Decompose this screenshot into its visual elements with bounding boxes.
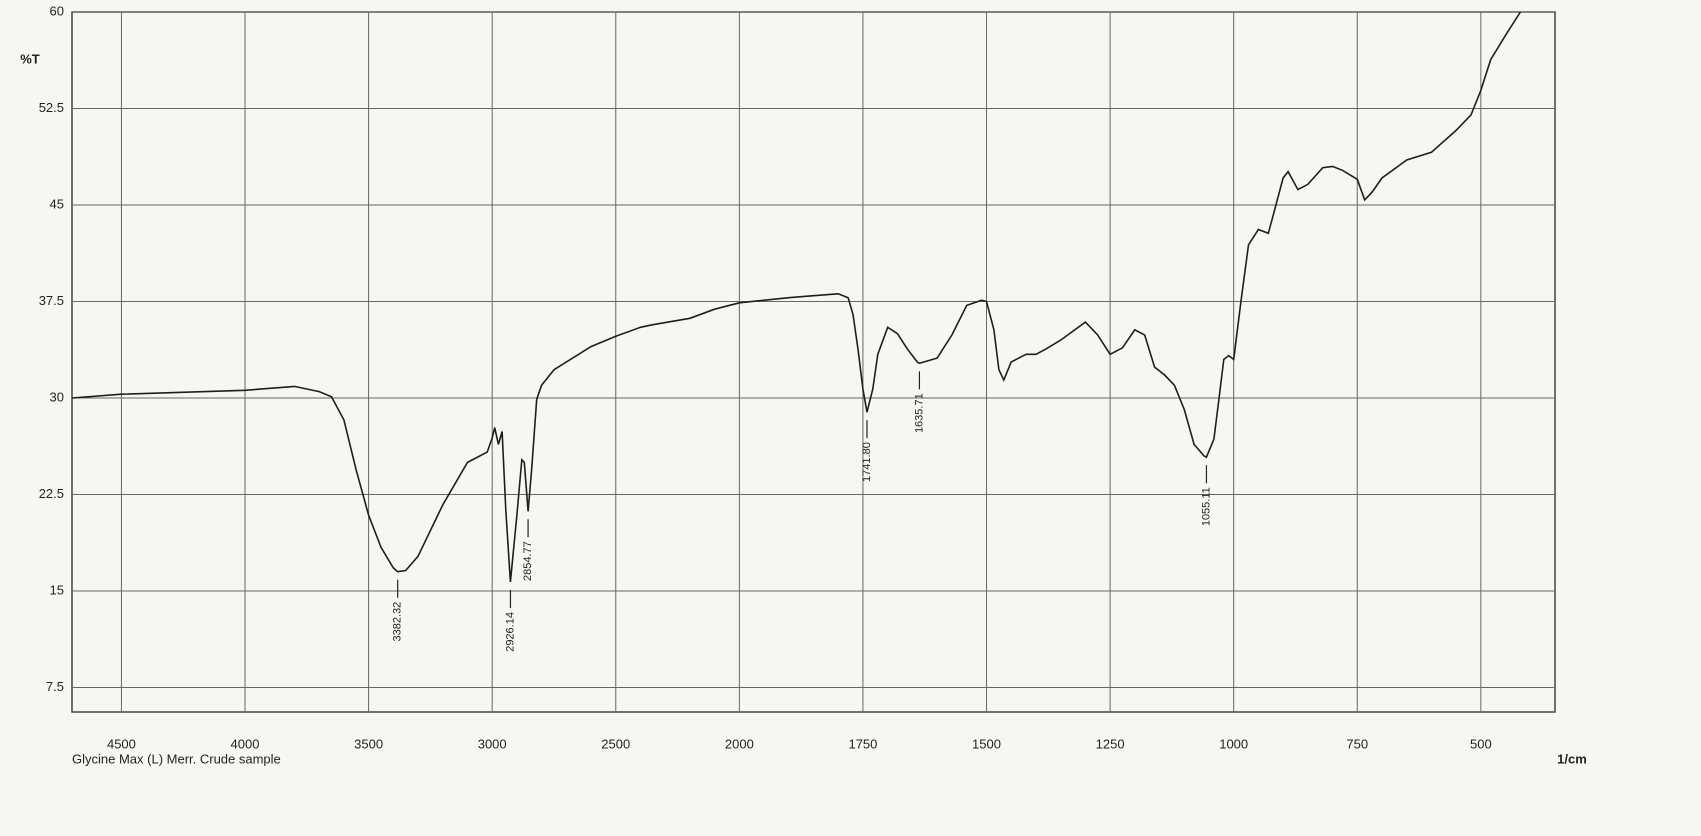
y-tick-label: 52.5 [39,100,64,115]
peak-label: 1055.11 [1200,487,1212,526]
x-tick-label: 3000 [478,736,507,751]
peak-label: 2926.14 [504,612,516,652]
spectrum-line [71,11,1522,583]
x-tick-label: 1000 [1219,736,1248,751]
x-tick-label: 4500 [107,736,136,751]
x-tick-label: 3500 [354,736,383,751]
y-tick-label: 15 [50,582,64,597]
x-tick-label: 1500 [972,736,1001,751]
peak-label: 1635.71 [913,393,925,433]
x-tick-label: 500 [1470,736,1492,751]
y-tick-label: 45 [50,196,64,211]
x-tick-label: 1750 [848,736,877,751]
y-tick-label: 7.5 [46,679,64,694]
x-tick-label: 4000 [231,736,260,751]
y-axis-label: %T [20,51,40,66]
y-tick-label: 30 [50,389,64,404]
caption: Glycine Max (L) Merr. Crude sample [72,751,281,766]
peak-label: 2854.77 [522,541,534,581]
peak-label: 1741.80 [861,442,873,482]
x-tick-label: 2500 [601,736,630,751]
peak-label: 3382.32 [392,602,404,642]
x-axis-label: 1/cm [1557,751,1587,766]
x-tick-label: 1250 [1096,736,1125,751]
y-tick-label: 37.5 [39,293,64,308]
x-tick-label: 750 [1346,736,1368,751]
y-tick-label: 60 [50,3,64,18]
y-tick-label: 22.5 [39,486,64,501]
plot-frame [71,11,1556,713]
x-tick-label: 2000 [725,736,754,751]
